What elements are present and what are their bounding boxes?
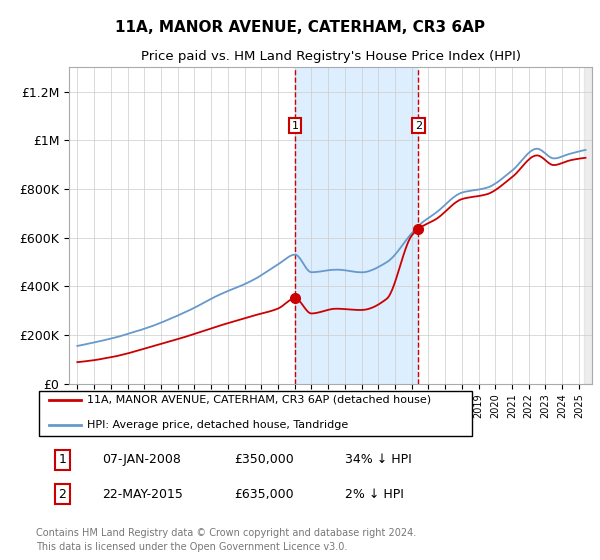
Text: 11A, MANOR AVENUE, CATERHAM, CR3 6AP: 11A, MANOR AVENUE, CATERHAM, CR3 6AP bbox=[115, 20, 485, 35]
Text: 1: 1 bbox=[292, 120, 299, 130]
Text: 2: 2 bbox=[415, 120, 422, 130]
Text: 1: 1 bbox=[58, 453, 67, 466]
Text: 2% ↓ HPI: 2% ↓ HPI bbox=[345, 488, 404, 501]
Text: 2: 2 bbox=[58, 488, 67, 501]
Title: Price paid vs. HM Land Registry's House Price Index (HPI): Price paid vs. HM Land Registry's House … bbox=[140, 50, 521, 63]
Text: Contains HM Land Registry data © Crown copyright and database right 2024.
This d: Contains HM Land Registry data © Crown c… bbox=[36, 528, 416, 552]
Text: 11A, MANOR AVENUE, CATERHAM, CR3 6AP (detached house): 11A, MANOR AVENUE, CATERHAM, CR3 6AP (de… bbox=[87, 395, 431, 405]
Text: 34% ↓ HPI: 34% ↓ HPI bbox=[345, 453, 412, 466]
Text: £635,000: £635,000 bbox=[234, 488, 293, 501]
Text: HPI: Average price, detached house, Tandridge: HPI: Average price, detached house, Tand… bbox=[87, 419, 349, 430]
Text: £350,000: £350,000 bbox=[234, 453, 294, 466]
Text: 07-JAN-2008: 07-JAN-2008 bbox=[102, 453, 181, 466]
Bar bbox=[295, 67, 418, 384]
FancyBboxPatch shape bbox=[38, 391, 472, 436]
Text: 22-MAY-2015: 22-MAY-2015 bbox=[102, 488, 183, 501]
